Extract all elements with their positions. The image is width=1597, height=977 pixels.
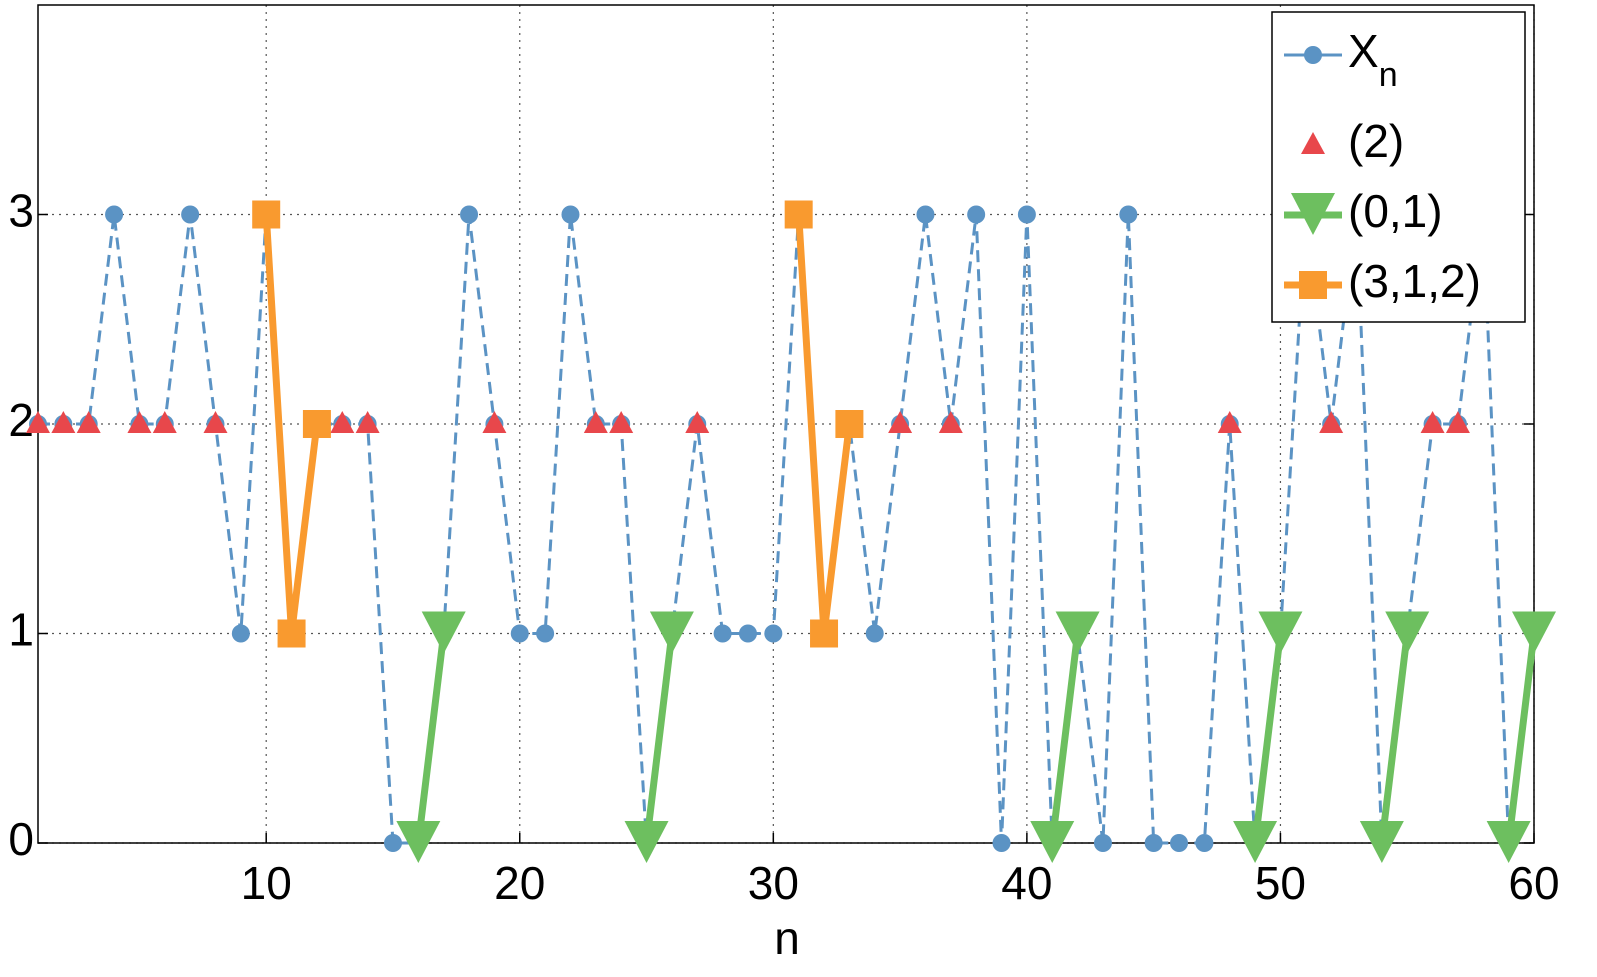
point (421, 611, 466, 654)
point (1385, 611, 1430, 654)
x-tick-label: 50 (1255, 857, 1306, 909)
legend-label: Xn (1348, 25, 1398, 94)
y-tick-label: 3 (8, 185, 34, 237)
point (1512, 611, 1556, 654)
point (1258, 611, 1303, 654)
legend-marker (1299, 271, 1327, 299)
point (26, 411, 50, 433)
y-tick-label: 0 (8, 813, 34, 865)
point (51, 411, 76, 433)
point (1030, 821, 1075, 863)
point (888, 411, 913, 433)
x-tick-label: 30 (748, 857, 799, 909)
x-tick-label: 40 (1001, 857, 1052, 909)
point (1017, 205, 1036, 224)
point (1093, 834, 1112, 852)
point (330, 411, 355, 433)
point (810, 619, 839, 648)
point (203, 411, 228, 433)
x-tick-label: 20 (494, 857, 545, 909)
y-tick-label: 2 (8, 394, 34, 446)
point (1170, 834, 1189, 852)
point (277, 619, 306, 648)
x-tick-label: 10 (241, 857, 292, 909)
point (127, 411, 152, 433)
point (1055, 611, 1100, 654)
point (383, 834, 402, 852)
point (764, 624, 783, 643)
point (252, 200, 281, 229)
point (835, 410, 864, 438)
point (713, 624, 732, 643)
legend-label: (2) (1348, 115, 1404, 167)
point (1233, 821, 1278, 863)
point (396, 821, 441, 863)
point (536, 624, 555, 643)
point (152, 411, 177, 433)
x-tick-label: 60 (1508, 857, 1559, 909)
point (685, 411, 710, 433)
point (1319, 411, 1344, 433)
legend-label: (3,1,2) (1348, 255, 1481, 307)
point (916, 205, 935, 224)
legend-marker (1304, 46, 1322, 64)
point (738, 624, 757, 643)
point (561, 205, 580, 224)
point (583, 411, 608, 433)
legend-marker (1291, 193, 1335, 235)
point (1119, 205, 1138, 224)
legend-marker (1301, 132, 1325, 154)
point (938, 411, 963, 433)
x-axis-label: n (774, 912, 800, 964)
point (482, 411, 507, 433)
point (76, 411, 101, 433)
point (355, 411, 380, 433)
point (1217, 411, 1242, 433)
point (460, 205, 479, 224)
point (1445, 411, 1470, 433)
point (1144, 834, 1163, 852)
point (1486, 821, 1531, 863)
y-tick-label: 1 (8, 604, 34, 656)
point (231, 624, 250, 643)
point (624, 821, 669, 863)
point (967, 205, 986, 224)
point (784, 200, 813, 229)
point (105, 205, 124, 224)
point (510, 624, 529, 643)
point (609, 411, 634, 433)
point (649, 611, 694, 654)
point (865, 624, 884, 643)
point (1420, 411, 1445, 433)
point (1359, 821, 1404, 863)
series-line (414, 633, 1538, 844)
legend-label: (0,1) (1348, 185, 1443, 237)
point (302, 410, 331, 438)
point (181, 205, 200, 224)
point (992, 834, 1011, 852)
point (1195, 834, 1214, 852)
